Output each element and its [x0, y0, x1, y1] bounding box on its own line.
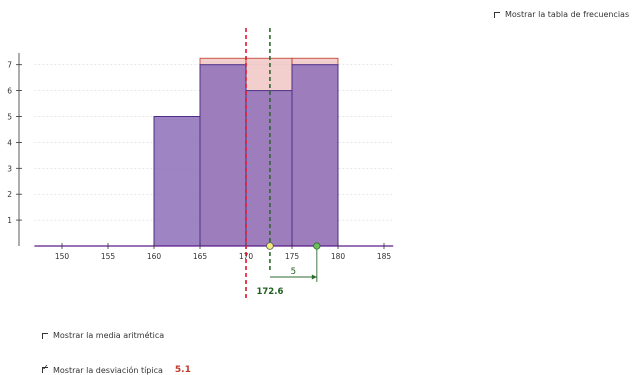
mean-label: Mostrar la media aritmética	[53, 331, 165, 340]
frequency-table-label: Mostrar la tabla de frecuencias	[505, 10, 630, 19]
y-tick-label-2: 2	[7, 190, 12, 199]
stdev-bracket-arrow	[311, 274, 317, 280]
stdev-bracket-label: 5	[291, 267, 296, 277]
x-tick-label-150: 150	[55, 252, 70, 261]
y-tick-label-7: 7	[7, 61, 12, 70]
stdev-value: 5.1	[174, 365, 191, 375]
frequency-table-checkbox[interactable]	[494, 11, 500, 18]
x-tick-label-170: 170	[239, 252, 254, 261]
stdev-checkbox[interactable]	[42, 363, 49, 373]
y-tick-label-6: 6	[7, 87, 12, 96]
stdev-checkbox-row[interactable]: Mostrar la desviación típica 5.1	[42, 363, 191, 375]
x-tick-label-160: 160	[147, 252, 162, 261]
x-tick-label-165: 165	[193, 252, 208, 261]
x-tick-label-185: 185	[377, 252, 392, 261]
y-tick-label-1: 1	[7, 216, 12, 225]
mean-checkbox-row[interactable]: Mostrar la media aritmética	[42, 331, 164, 340]
y-tick-label-5: 5	[7, 113, 12, 122]
stdev-point	[313, 242, 321, 250]
mean-value-label: 172.6	[256, 287, 283, 297]
mean-point	[266, 242, 274, 250]
frequency-table-checkbox-row[interactable]: Mostrar la tabla de frecuencias	[494, 10, 629, 19]
y-tick-label-4: 4	[7, 138, 12, 147]
histogram-bar-0	[153, 116, 201, 247]
x-tick-label-175: 175	[285, 252, 300, 261]
histogram-chart: 1 2 3 4 5 6 7 150 155 160 165 170 175 180 185 5 172.6	[7, 28, 394, 298]
histogram-bar-2	[245, 90, 293, 247]
stdev-label: Mostrar la desviación típica	[53, 365, 163, 375]
x-tick-label-155: 155	[101, 252, 116, 261]
histogram-bar-3	[291, 64, 339, 247]
histogram-bar-1	[199, 64, 247, 247]
y-tick-label-3: 3	[7, 164, 12, 173]
mean-checkbox[interactable]	[42, 332, 48, 339]
x-tick-label-180: 180	[331, 252, 346, 261]
